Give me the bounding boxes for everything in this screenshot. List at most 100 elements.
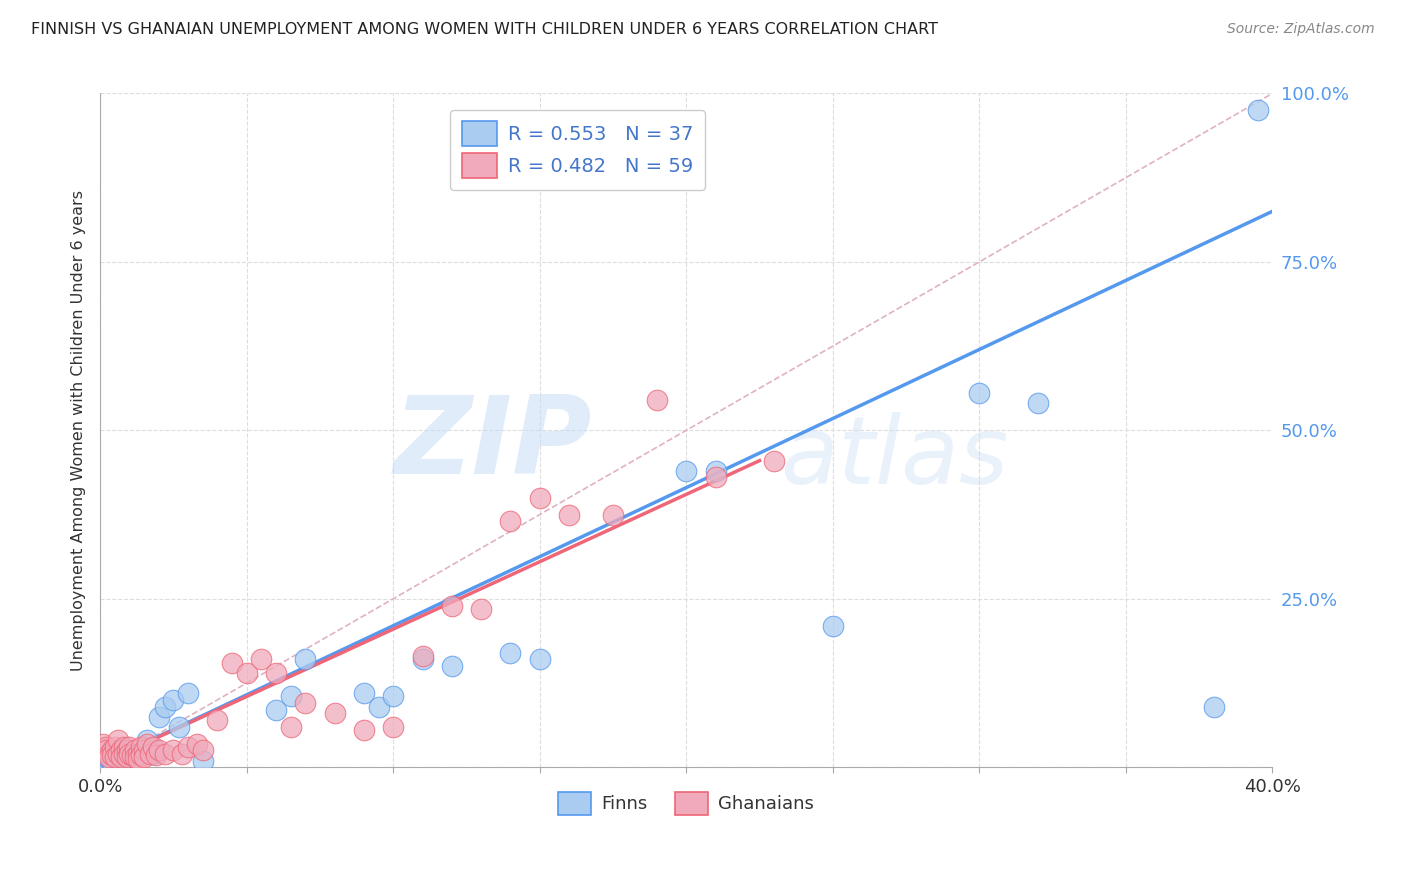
Point — [104, 750, 127, 764]
Point — [1026, 396, 1049, 410]
Point — [821, 619, 844, 633]
Point — [529, 652, 551, 666]
Point — [107, 747, 129, 761]
Point — [704, 464, 727, 478]
Point — [367, 699, 389, 714]
Point — [153, 747, 176, 761]
Point — [97, 747, 120, 761]
Point — [440, 599, 463, 613]
Point — [162, 743, 184, 757]
Point — [132, 739, 155, 754]
Point — [763, 453, 786, 467]
Point — [139, 747, 162, 761]
Point — [191, 754, 214, 768]
Y-axis label: Unemployment Among Women with Children Under 6 years: Unemployment Among Women with Children U… — [72, 190, 86, 671]
Point — [162, 693, 184, 707]
Point — [132, 743, 155, 757]
Point — [177, 739, 200, 754]
Text: ZIP: ZIP — [394, 391, 592, 497]
Point — [167, 720, 190, 734]
Point — [412, 652, 434, 666]
Point — [250, 652, 273, 666]
Point — [177, 686, 200, 700]
Point — [118, 750, 141, 764]
Text: atlas: atlas — [780, 412, 1008, 503]
Point — [127, 748, 149, 763]
Text: FINNISH VS GHANAIAN UNEMPLOYMENT AMONG WOMEN WITH CHILDREN UNDER 6 YEARS CORRELA: FINNISH VS GHANAIAN UNEMPLOYMENT AMONG W… — [31, 22, 938, 37]
Point — [124, 743, 146, 757]
Point — [186, 737, 208, 751]
Point — [382, 690, 405, 704]
Point — [104, 747, 127, 761]
Point — [124, 747, 146, 761]
Point — [470, 602, 492, 616]
Point — [142, 739, 165, 754]
Point — [91, 754, 114, 768]
Point — [132, 750, 155, 764]
Point — [353, 723, 375, 738]
Point — [323, 706, 346, 721]
Point — [172, 747, 194, 761]
Point — [115, 750, 138, 764]
Point — [118, 747, 141, 761]
Point — [1202, 699, 1225, 714]
Point — [148, 709, 170, 723]
Point — [264, 665, 287, 680]
Point — [280, 690, 302, 704]
Point — [136, 737, 159, 751]
Point — [969, 386, 991, 401]
Point — [207, 713, 229, 727]
Point — [121, 748, 143, 763]
Point — [94, 743, 117, 757]
Point — [1247, 103, 1270, 118]
Point — [110, 743, 132, 757]
Point — [499, 646, 522, 660]
Point — [94, 739, 117, 754]
Point — [101, 755, 124, 769]
Point — [148, 743, 170, 757]
Point — [101, 743, 124, 757]
Point — [104, 739, 127, 754]
Point — [110, 754, 132, 768]
Point — [602, 508, 624, 522]
Point — [107, 733, 129, 747]
Point — [136, 733, 159, 747]
Text: Source: ZipAtlas.com: Source: ZipAtlas.com — [1227, 22, 1375, 37]
Point — [107, 748, 129, 763]
Point — [294, 652, 316, 666]
Point — [191, 743, 214, 757]
Point — [112, 743, 135, 757]
Point — [112, 739, 135, 754]
Point — [101, 748, 124, 763]
Point — [235, 665, 257, 680]
Legend: Finns, Ghanaians: Finns, Ghanaians — [551, 785, 821, 822]
Point — [412, 648, 434, 663]
Point — [280, 720, 302, 734]
Point — [353, 686, 375, 700]
Point — [440, 659, 463, 673]
Point — [94, 750, 117, 764]
Point — [127, 752, 149, 766]
Point — [499, 514, 522, 528]
Point — [97, 752, 120, 766]
Point — [129, 739, 152, 754]
Point — [382, 720, 405, 734]
Point — [145, 748, 167, 763]
Point — [110, 750, 132, 764]
Point — [558, 508, 581, 522]
Point — [294, 696, 316, 710]
Point — [529, 491, 551, 505]
Point — [97, 750, 120, 764]
Point — [153, 699, 176, 714]
Point — [142, 747, 165, 761]
Point — [221, 656, 243, 670]
Point — [115, 743, 138, 757]
Point — [704, 470, 727, 484]
Point — [91, 737, 114, 751]
Point — [112, 747, 135, 761]
Point — [645, 392, 668, 407]
Point — [127, 747, 149, 761]
Point — [675, 464, 697, 478]
Point — [129, 748, 152, 763]
Point — [124, 750, 146, 764]
